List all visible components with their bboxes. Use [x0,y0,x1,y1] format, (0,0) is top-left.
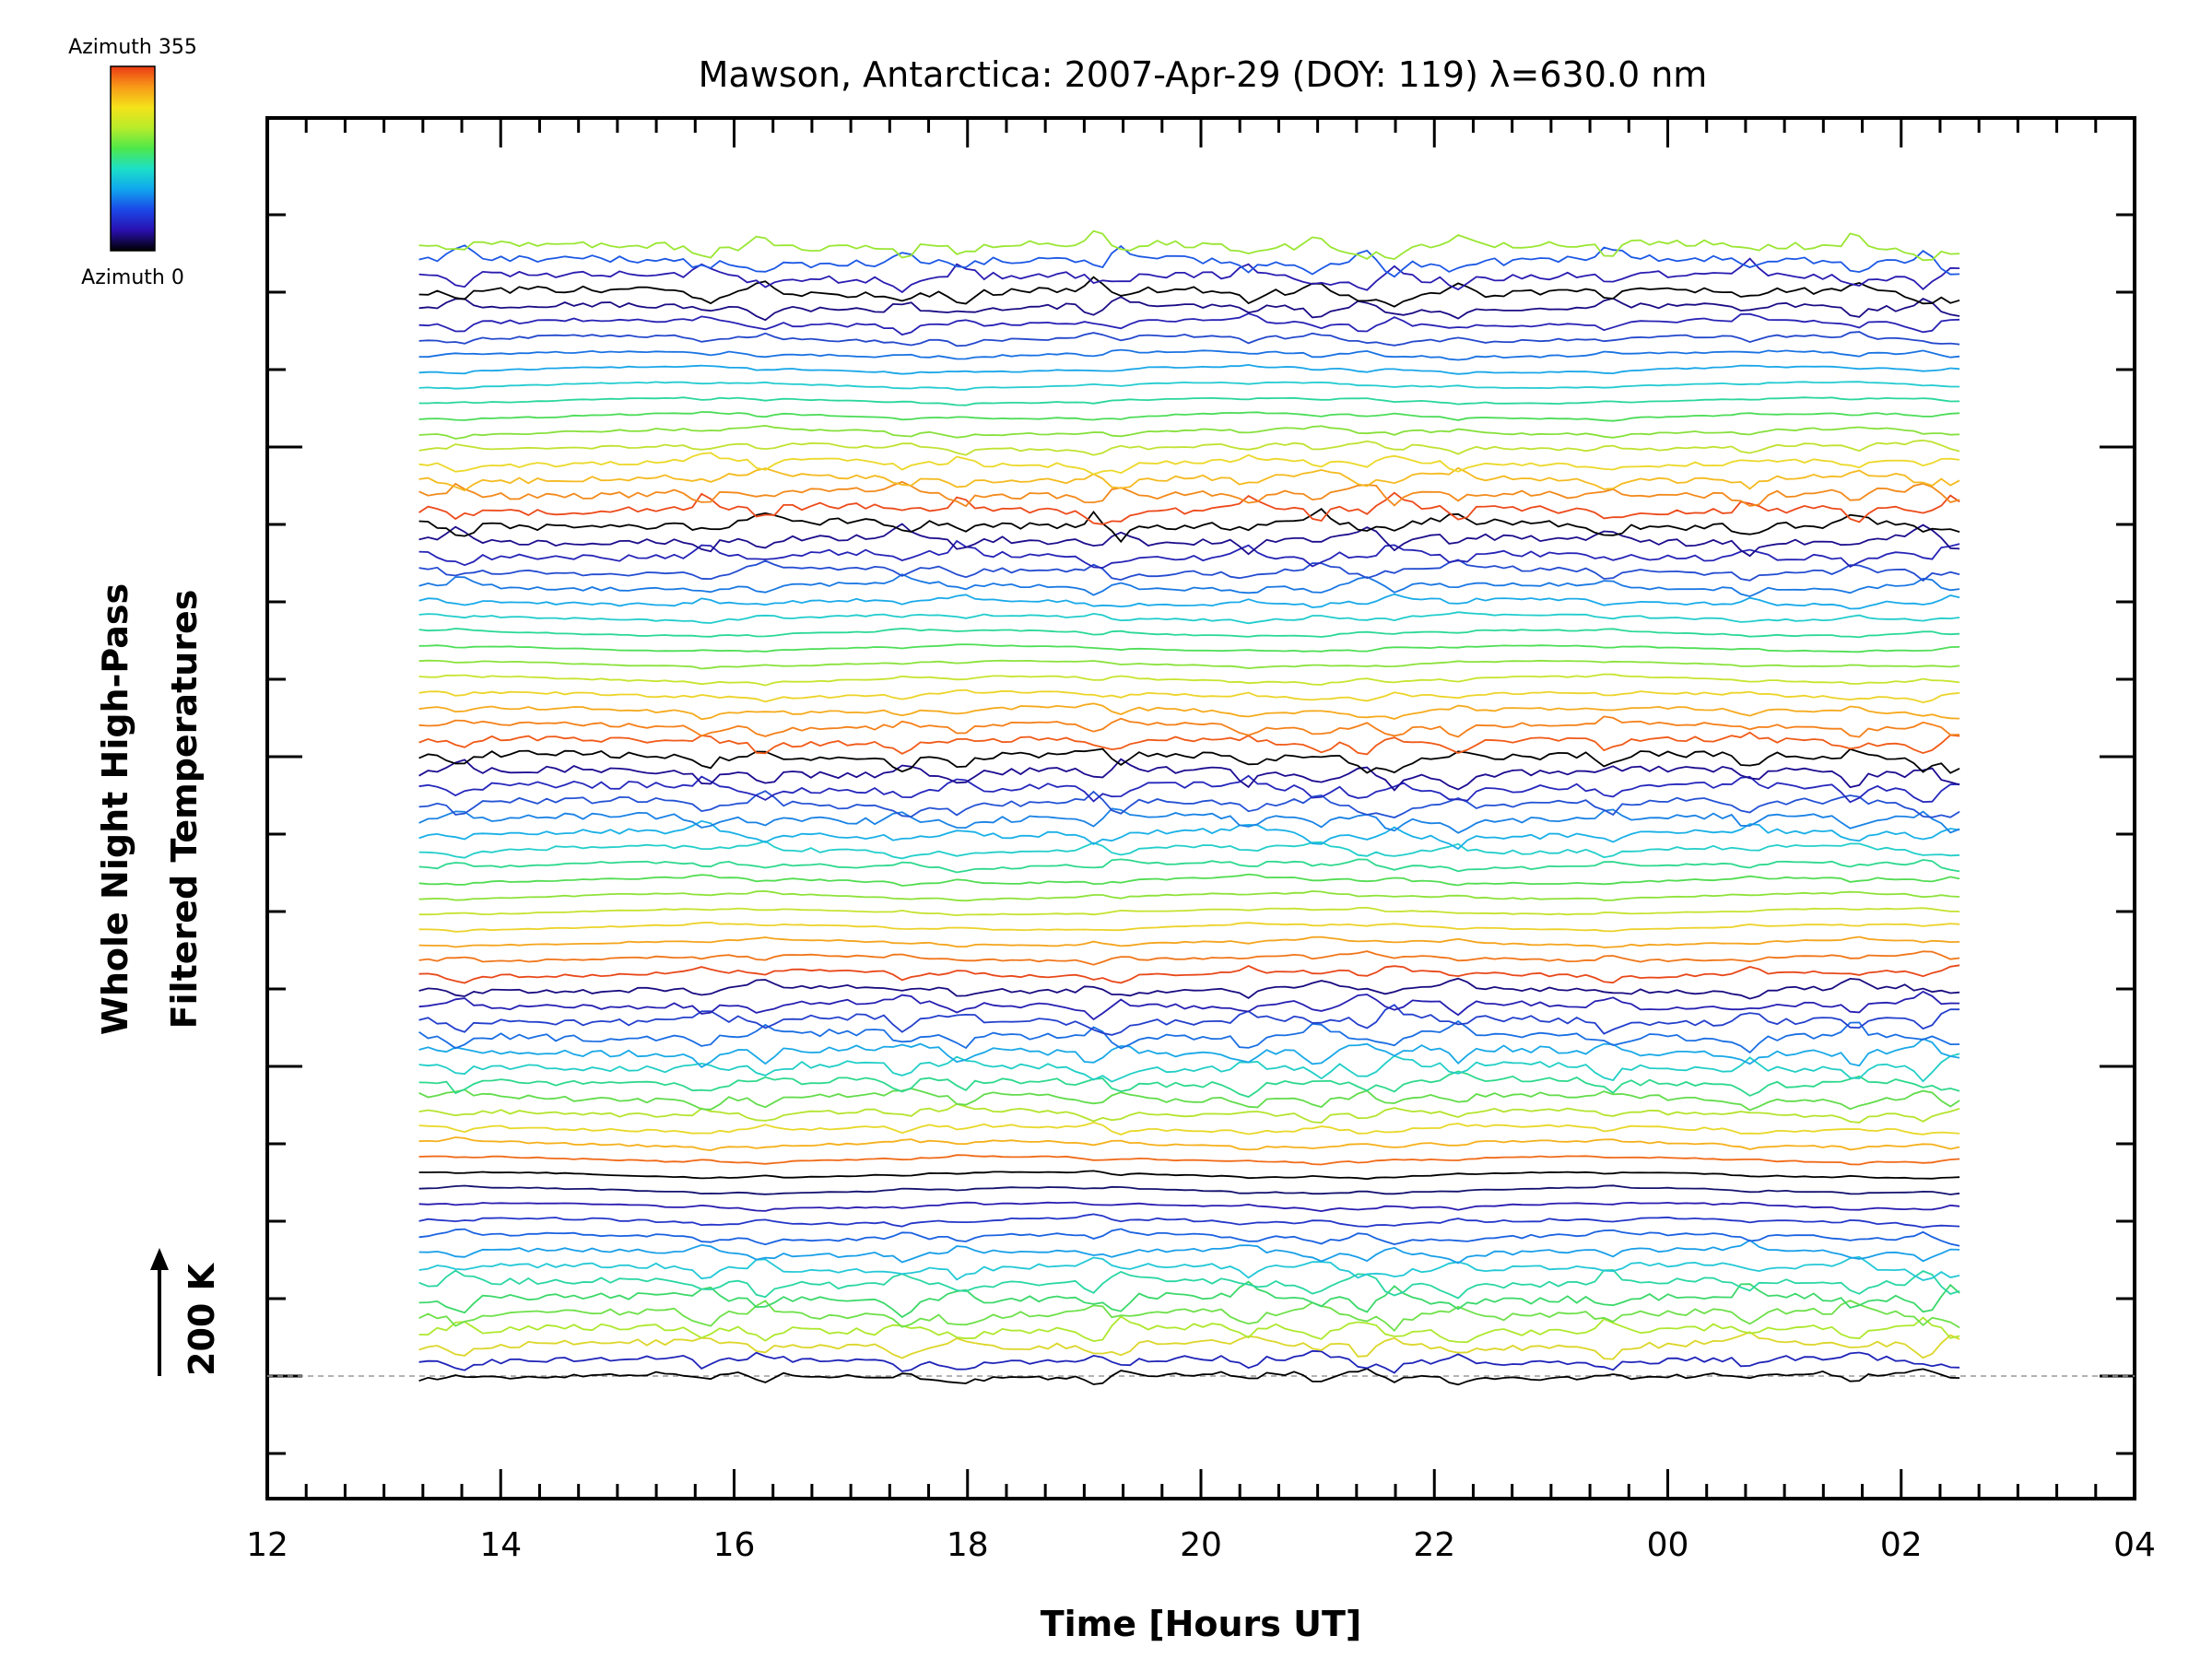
series-line-52 [418,573,1960,598]
x-tick-label: 12 [246,1526,288,1564]
series-line-26 [418,977,1960,1000]
x-tick-label: 18 [947,1526,989,1564]
series-line-41 [418,747,1960,774]
series-line-69 [418,312,1960,336]
y-axis-label-line1: Whole Night High-Pass [95,583,135,1035]
series-line-19 [418,1088,1960,1112]
series-line-25 [418,990,1960,1021]
series-line-17 [418,1121,1960,1135]
series-line-60 [418,452,1960,476]
series-line-16 [418,1136,1960,1152]
series-line-73 [418,244,1960,278]
chart-title: Mawson, Antarctica: 2007-Apr-29 (DOY: 11… [699,54,1708,95]
x-tick-label: 00 [1647,1526,1689,1564]
x-tick-label: 04 [2113,1526,2156,1564]
series-line-68 [418,331,1960,347]
series-line-7 [418,1268,1960,1300]
series-line-58 [418,480,1960,508]
series-line-30 [418,921,1960,933]
series-line-21 [418,1053,1960,1083]
series-line-54 [418,539,1960,569]
x-axis-label: Time [Hours UT] [1041,1604,1362,1644]
x-tick-label: 20 [1180,1526,1222,1564]
x-tick-label: 14 [479,1526,522,1564]
x-tick-labels: 12 14 16 18 20 22 00 02 04 [246,1526,2156,1564]
series-line-44 [418,702,1960,721]
series-line-8 [418,1255,1960,1281]
series-line-43 [418,715,1960,738]
series-line-34 [418,858,1960,874]
series-line-13 [418,1184,1960,1195]
series-line-5 [418,1300,1960,1333]
series-line-28 [418,950,1960,966]
scale-arrow-head [150,1248,169,1270]
series-line-31 [418,906,1960,917]
series-line-63 [418,411,1960,422]
series-line-66 [418,363,1960,375]
y-axis-label-line2: Filtered Temperatures [164,590,205,1030]
series-line-74 [418,229,1960,262]
series-line-49 [418,628,1960,639]
series-line-11 [418,1213,1960,1229]
series-line-56 [418,508,1960,544]
series-line-42 [418,731,1960,756]
series-line-36 [418,819,1960,851]
colorbar-bottom-label: Azimuth 0 [81,266,184,289]
series-line-64 [418,396,1960,406]
series-line-67 [418,348,1960,361]
series-line-10 [418,1228,1960,1247]
series-line-40 [418,758,1960,792]
series-line-57 [418,491,1960,525]
x-tick-label: 16 [713,1526,756,1564]
series-line-9 [418,1239,1960,1265]
series-line-71 [418,276,1960,308]
series-line-6 [418,1280,1960,1319]
series-line-15 [418,1154,1960,1166]
series-line-32 [418,889,1960,902]
scale-label: 200 K [182,1262,222,1376]
series-line-48 [418,643,1960,653]
series-line-22 [418,1038,1960,1069]
series-line-62 [418,424,1960,440]
series-line-29 [418,935,1960,948]
series-line-38 [418,790,1960,818]
series-line-27 [418,964,1960,984]
series-line-18 [418,1102,1960,1124]
series-line-4 [418,1315,1960,1344]
series-line-33 [418,873,1960,887]
series-line-65 [418,381,1960,391]
series-line-70 [418,296,1960,322]
series-line-47 [418,659,1960,670]
series-line-12 [418,1201,1960,1213]
series-line-45 [418,688,1960,704]
series-group [418,229,1960,1386]
series-line-37 [418,807,1960,834]
colorbar-top-label: Azimuth 355 [68,36,197,59]
series-line-59 [418,466,1960,492]
series-line-72 [418,257,1960,294]
series-line-2 [418,1349,1960,1374]
series-line-20 [418,1070,1960,1099]
series-line-23 [418,1019,1960,1054]
x-tick-label: 22 [1413,1526,1455,1564]
series-line-50 [418,611,1960,625]
series-line-24 [418,1004,1960,1036]
series-line-46 [418,673,1960,687]
x-tick-label: 02 [1880,1526,1923,1564]
series-line-55 [418,523,1960,558]
series-line-51 [418,593,1960,610]
series-line-53 [418,559,1960,582]
series-line-39 [418,774,1960,804]
series-line-1 [418,1368,1960,1386]
colorbar [110,65,156,252]
series-line-61 [418,439,1960,456]
series-line-3 [418,1331,1960,1360]
series-line-35 [418,840,1960,860]
series-line-14 [418,1170,1960,1181]
